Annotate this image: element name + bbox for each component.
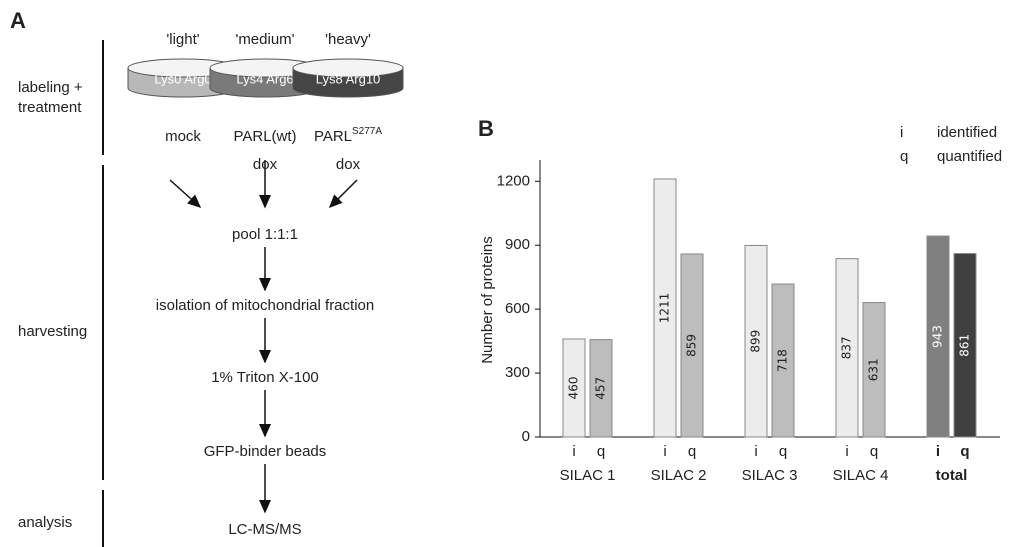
y-axis-label: Number of proteins xyxy=(479,236,496,364)
x-tick-label: SILAC 2 xyxy=(651,467,707,484)
condition-text: PARL(wt) xyxy=(233,128,296,145)
condition-text: PARL xyxy=(314,128,352,145)
value-label: 943 xyxy=(931,325,945,348)
condition: PARLS277A xyxy=(314,126,382,145)
x-tick-label: total xyxy=(936,467,968,484)
sub-label: i xyxy=(754,443,757,460)
section-label: analysis xyxy=(18,514,72,531)
arrows xyxy=(169,160,358,514)
bar xyxy=(653,178,677,438)
step: LC-MS/MS xyxy=(228,521,301,538)
step: 1% Triton X-100 xyxy=(211,369,319,386)
bar xyxy=(953,253,977,438)
dish-name: 'medium' xyxy=(235,31,294,48)
y-tick-label: 300 xyxy=(505,364,530,381)
sub-label: q xyxy=(688,443,696,460)
sub-label: q xyxy=(960,443,969,460)
sub-label: i xyxy=(936,443,940,460)
bar xyxy=(862,302,886,438)
dish-label: Lys4 Arg6 xyxy=(236,71,293,86)
value-label: 837 xyxy=(840,336,854,359)
value-label: 631 xyxy=(867,358,881,381)
condition: mock xyxy=(165,128,201,145)
panel-label: B xyxy=(478,116,494,141)
sub-label: i xyxy=(845,443,848,460)
y-tick-label: 1200 xyxy=(497,172,530,189)
bar xyxy=(926,235,950,438)
bar xyxy=(771,283,795,438)
x-tick-label: SILAC 1 xyxy=(560,467,616,484)
x-tick-label: SILAC 4 xyxy=(833,467,889,484)
dish-label: Lys0 Arg0 xyxy=(154,71,211,86)
step: GFP-binder beads xyxy=(204,443,327,460)
sub-label: i xyxy=(572,443,575,460)
treatment: dox xyxy=(253,156,278,173)
condition-text: mock xyxy=(165,128,201,145)
legend-label: identified xyxy=(937,124,997,141)
x-tick-label: SILAC 3 xyxy=(742,467,798,484)
dish-rim xyxy=(292,58,404,78)
value-label: 861 xyxy=(958,334,972,357)
section-label: treatment xyxy=(18,99,82,116)
sub-label: i xyxy=(663,443,666,460)
bar xyxy=(835,258,859,438)
condition: PARL(wt) xyxy=(233,128,296,145)
treatment: dox xyxy=(336,156,361,173)
dish-label: Lys8 Arg10 xyxy=(316,71,381,86)
y-tick-label: 900 xyxy=(505,236,530,253)
step: pool 1:1:1 xyxy=(232,226,298,243)
value-label: 1211 xyxy=(658,293,672,324)
step: isolation of mitochondrial fraction xyxy=(156,297,374,314)
dish-name: 'heavy' xyxy=(325,31,371,48)
section-label: labeling + xyxy=(18,79,83,96)
sub-label: q xyxy=(870,443,878,460)
sub-label: q xyxy=(597,443,605,460)
condition-sup: S277A xyxy=(352,126,382,137)
legend-label: quantified xyxy=(937,148,1002,165)
value-label: 457 xyxy=(594,377,608,400)
y-tick-label: 0 xyxy=(522,428,530,445)
sub-label: q xyxy=(779,443,787,460)
value-label: 718 xyxy=(776,349,790,372)
bar xyxy=(744,244,768,438)
dish-name: 'light' xyxy=(166,31,199,48)
value-label: 899 xyxy=(749,330,763,353)
y-tick-label: 600 xyxy=(505,300,530,317)
bar xyxy=(680,253,704,438)
panel-label: A xyxy=(10,8,26,33)
bar xyxy=(562,338,586,438)
value-label: 859 xyxy=(685,334,699,357)
legend-key: i xyxy=(900,124,903,141)
value-label: 460 xyxy=(567,377,581,400)
legend-key: q xyxy=(900,148,908,165)
bar xyxy=(589,339,613,438)
section-label: harvesting xyxy=(18,323,87,340)
